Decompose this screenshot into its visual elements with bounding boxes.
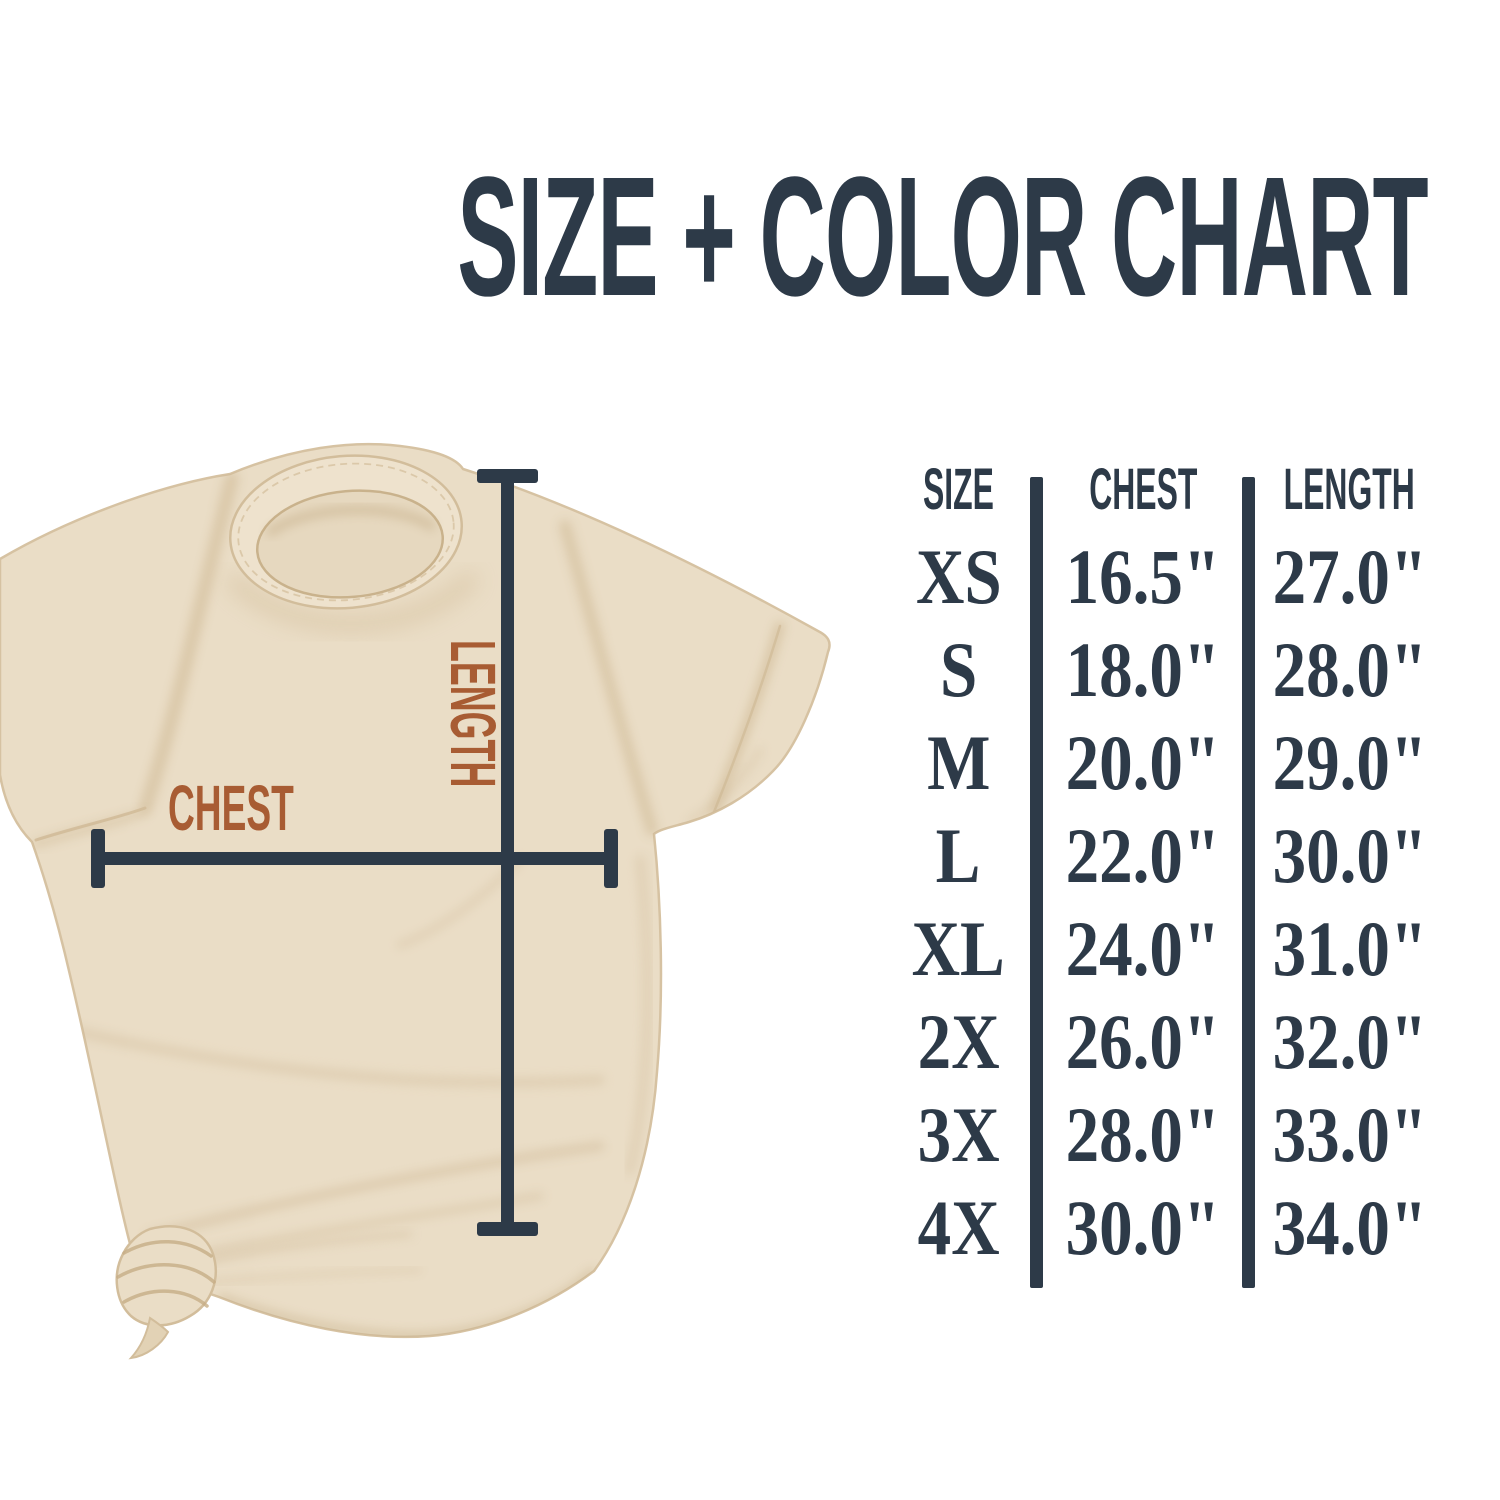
chest-cell: 26.0" xyxy=(1065,997,1221,1085)
length-cell: 33.0" xyxy=(1272,1090,1427,1178)
length-cell: 30.0" xyxy=(1272,811,1427,899)
size-cell: XS xyxy=(915,532,1002,620)
length-cell: 28.0" xyxy=(1272,625,1427,713)
chest-cell: 24.0" xyxy=(1065,904,1221,992)
tshirt-body xyxy=(0,442,831,1360)
column-header-chest: CHEST xyxy=(1088,457,1198,522)
table-divider-1 xyxy=(1030,477,1043,1288)
length-label: LENGTH xyxy=(437,640,509,788)
length-measure-top-tick xyxy=(477,469,538,483)
chest-cell: 30.0" xyxy=(1065,1183,1221,1271)
length-cell: 32.0" xyxy=(1272,997,1427,1085)
size-cell: 2X xyxy=(917,997,1000,1085)
chest-measure-line xyxy=(98,852,611,865)
length-cell: 31.0" xyxy=(1272,904,1427,992)
size-cell: 4X xyxy=(917,1183,1000,1271)
length-cell: 27.0" xyxy=(1272,532,1427,620)
size-cell: L xyxy=(936,811,981,899)
chest-cell: 20.0" xyxy=(1065,718,1221,806)
column-header-size: SIZE xyxy=(923,457,994,522)
size-cell: M xyxy=(926,718,991,806)
size-cell: S xyxy=(939,625,978,713)
chest-label: CHEST xyxy=(168,772,294,844)
chest-cell: 18.0" xyxy=(1065,625,1221,713)
tshirt-illustration xyxy=(0,442,831,1360)
page-title: SIZE + COLOR CHART xyxy=(44,152,1500,322)
size-cell: 3X xyxy=(917,1090,1000,1178)
size-table: SIZE CHEST LENGTH XS 16.5" 27.0" S 18.0"… xyxy=(880,450,1450,1274)
chest-cell: 22.0" xyxy=(1065,811,1221,899)
chest-cell: 16.5" xyxy=(1065,532,1221,620)
chest-cell: 28.0" xyxy=(1065,1090,1221,1178)
chest-measure-right-tick xyxy=(604,829,618,888)
length-cell: 34.0" xyxy=(1272,1183,1427,1271)
page-title-text: SIZE + COLOR CHART xyxy=(457,142,1428,332)
chest-measure-left-tick xyxy=(91,829,105,888)
column-header-length: LENGTH xyxy=(1283,457,1416,522)
collar xyxy=(229,454,463,610)
size-cell: XL xyxy=(911,904,1006,992)
table-divider-2 xyxy=(1242,477,1255,1288)
knot xyxy=(115,1225,217,1360)
length-measure-bottom-tick xyxy=(477,1222,538,1236)
length-cell: 29.0" xyxy=(1272,718,1427,806)
